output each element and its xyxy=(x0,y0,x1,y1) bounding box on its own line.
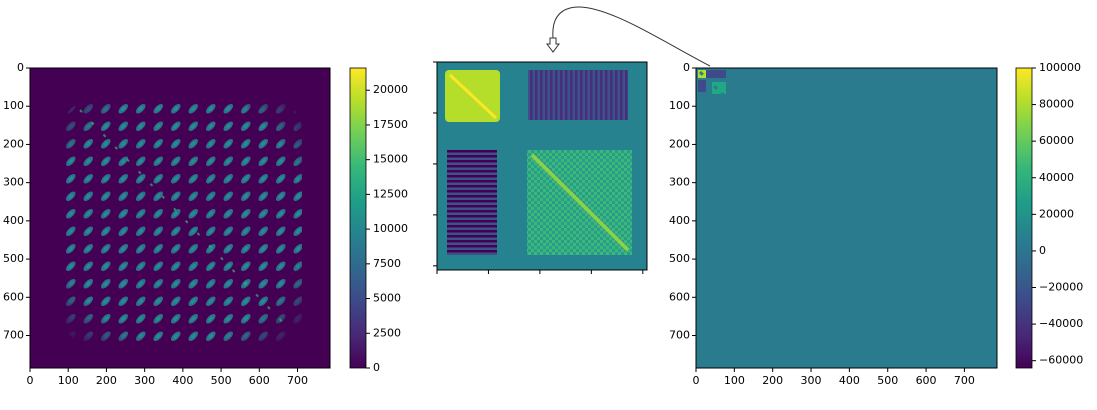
y-tick-label: 400 xyxy=(3,214,24,227)
y-tick-label: 100 xyxy=(3,99,24,112)
x-tick-label: 0 xyxy=(27,374,34,387)
y-tick-label: 300 xyxy=(669,176,690,189)
colorbar-tick-label: 7500 xyxy=(373,257,401,270)
x-tick-label: 600 xyxy=(916,374,937,387)
x-tick-label: 500 xyxy=(211,374,232,387)
colorbar-tick-label: 0 xyxy=(1039,244,1046,257)
x-tick-label: 300 xyxy=(134,374,155,387)
heatmap-image xyxy=(30,68,330,368)
colorbar-tick-label: 2500 xyxy=(373,326,401,339)
colorbar-tick-label: 5000 xyxy=(373,292,401,305)
colorbar-tick-label: 12500 xyxy=(373,187,408,200)
y-tick-label: 300 xyxy=(3,176,24,189)
x-tick-label: 700 xyxy=(287,374,308,387)
colorbar-tick-label: 17500 xyxy=(373,118,408,131)
x-tick-label: 400 xyxy=(839,374,860,387)
y-tick-label: 600 xyxy=(3,290,24,303)
x-tick-label: 700 xyxy=(954,374,975,387)
x-tick-label: 100 xyxy=(58,374,79,387)
y-tick-label: 0 xyxy=(17,61,24,74)
y-tick-label: 0 xyxy=(683,61,690,74)
colorbar xyxy=(349,67,367,369)
plot-frame xyxy=(436,61,648,271)
x-tick-label: 400 xyxy=(172,374,193,387)
plot-frame xyxy=(29,67,331,369)
colorbar-tick-label: 10000 xyxy=(373,222,408,235)
colorbar-tick-label: 15000 xyxy=(373,153,408,166)
colorbar-tick-label: −20000 xyxy=(1039,281,1083,294)
arrow-head xyxy=(546,37,560,53)
x-tick-label: 300 xyxy=(801,374,822,387)
y-tick-label: 700 xyxy=(669,329,690,342)
x-tick-label: 600 xyxy=(249,374,270,387)
y-tick-label: 500 xyxy=(3,252,24,265)
colorbar xyxy=(1015,67,1033,369)
x-tick-label: 200 xyxy=(762,374,783,387)
colorbar-tick-label: 60000 xyxy=(1039,134,1074,147)
colorbar-tick-label: 40000 xyxy=(1039,171,1074,184)
y-tick-label: 200 xyxy=(3,137,24,150)
x-tick-label: 200 xyxy=(96,374,117,387)
y-tick-label: 400 xyxy=(669,214,690,227)
colorbar-tick-label: 0 xyxy=(373,361,380,374)
y-tick-label: 500 xyxy=(669,252,690,265)
y-tick-label: 600 xyxy=(669,290,690,303)
y-tick-label: 100 xyxy=(669,99,690,112)
colorbar-tick-label: −60000 xyxy=(1039,354,1083,367)
y-tick-label: 700 xyxy=(3,329,24,342)
x-tick-label: 0 xyxy=(693,374,700,387)
colorbar-tick-label: 100000 xyxy=(1039,61,1081,74)
heatmap-image xyxy=(437,62,647,270)
colorbar-tick-label: −40000 xyxy=(1039,317,1083,330)
connector-arrow xyxy=(552,6,711,67)
x-tick-label: 500 xyxy=(877,374,898,387)
plot-frame xyxy=(695,67,998,369)
y-tick-label: 200 xyxy=(669,137,690,150)
colorbar-tick-label: 20000 xyxy=(373,83,408,96)
colorbar-tick-label: 80000 xyxy=(1039,98,1074,111)
heatmap-image xyxy=(696,68,997,368)
x-tick-label: 100 xyxy=(724,374,745,387)
colorbar-tick-label: 20000 xyxy=(1039,207,1074,220)
